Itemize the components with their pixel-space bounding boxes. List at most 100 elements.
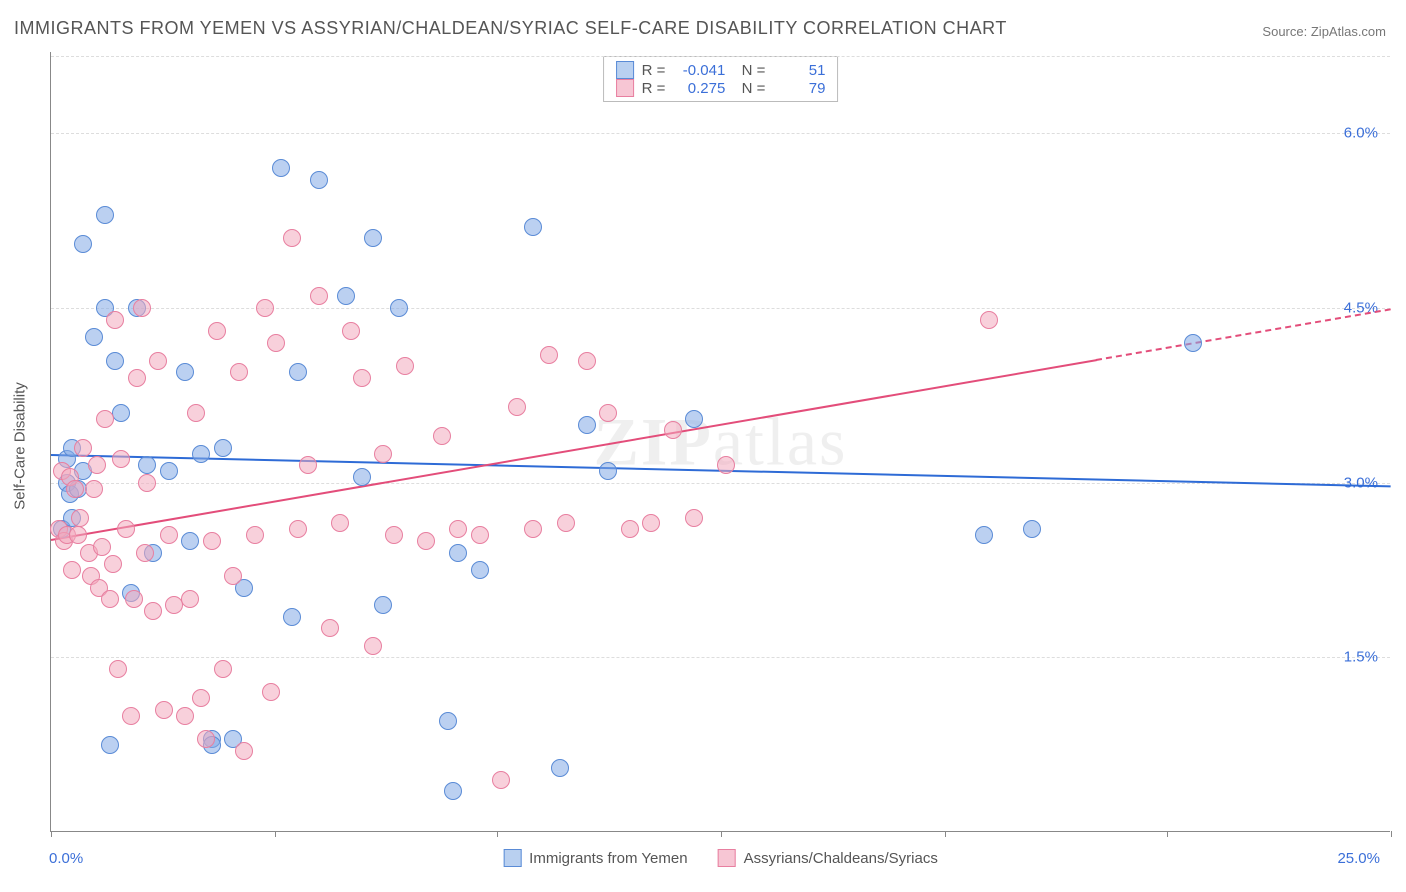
- data-point-series-2: [208, 322, 226, 340]
- stat-r-series-1: -0.041: [673, 62, 725, 79]
- data-point-series-2: [374, 445, 392, 463]
- data-point-series-2: [176, 707, 194, 725]
- data-point-series-1: [1184, 334, 1202, 352]
- data-point-series-2: [88, 456, 106, 474]
- gridline: [51, 308, 1390, 309]
- data-point-series-1: [192, 445, 210, 463]
- gridline: [51, 56, 1390, 57]
- data-point-series-2: [109, 660, 127, 678]
- data-point-series-2: [203, 532, 221, 550]
- stats-row-series-1: R = -0.041 N = 51: [616, 61, 826, 79]
- data-point-series-1: [176, 363, 194, 381]
- stat-label-r: R =: [642, 80, 666, 97]
- data-point-series-1: [390, 299, 408, 317]
- data-point-series-1: [578, 416, 596, 434]
- data-point-series-1: [524, 218, 542, 236]
- data-point-series-2: [396, 357, 414, 375]
- data-point-series-2: [155, 701, 173, 719]
- data-point-series-2: [63, 561, 81, 579]
- data-point-series-1: [444, 782, 462, 800]
- data-point-series-2: [192, 689, 210, 707]
- data-point-series-1: [74, 235, 92, 253]
- data-point-series-2: [342, 322, 360, 340]
- data-point-series-1: [685, 410, 703, 428]
- data-point-series-1: [353, 468, 371, 486]
- data-point-series-2: [664, 421, 682, 439]
- data-point-series-2: [106, 311, 124, 329]
- data-point-series-2: [256, 299, 274, 317]
- chart-container: IMMIGRANTS FROM YEMEN VS ASSYRIAN/CHALDE…: [0, 0, 1406, 892]
- data-point-series-1: [138, 456, 156, 474]
- plot-area: ZIPatlas R = -0.041 N = 51 R = 0.275 N =…: [50, 52, 1390, 832]
- data-point-series-2: [599, 404, 617, 422]
- source-label: Source:: [1262, 24, 1307, 39]
- data-point-series-2: [71, 509, 89, 527]
- data-point-series-2: [353, 369, 371, 387]
- data-point-series-2: [980, 311, 998, 329]
- stat-n-series-1: 51: [773, 62, 825, 79]
- data-point-series-2: [508, 398, 526, 416]
- data-point-series-2: [433, 427, 451, 445]
- stat-label-n: N =: [733, 62, 765, 79]
- data-point-series-2: [364, 637, 382, 655]
- data-point-series-2: [66, 480, 84, 498]
- data-point-series-2: [136, 544, 154, 562]
- data-point-series-1: [975, 526, 993, 544]
- data-point-series-2: [125, 590, 143, 608]
- x-tick: [1167, 831, 1168, 837]
- legend-label-series-2: Assyrians/Chaldeans/Syriacs: [744, 850, 938, 867]
- data-point-series-2: [289, 520, 307, 538]
- data-point-series-2: [524, 520, 542, 538]
- data-point-series-2: [104, 555, 122, 573]
- data-point-series-2: [321, 619, 339, 637]
- data-point-series-2: [149, 352, 167, 370]
- data-point-series-2: [133, 299, 151, 317]
- x-tick: [275, 831, 276, 837]
- data-point-series-2: [197, 730, 215, 748]
- data-point-series-2: [246, 526, 264, 544]
- legend-swatch-series-1: [503, 849, 521, 867]
- data-point-series-2: [138, 474, 156, 492]
- data-point-series-1: [272, 159, 290, 177]
- swatch-series-1: [616, 61, 634, 79]
- data-point-series-2: [299, 456, 317, 474]
- data-point-series-2: [621, 520, 639, 538]
- gridline: [51, 483, 1390, 484]
- stat-label-n: N =: [733, 80, 765, 97]
- swatch-series-2: [616, 79, 634, 97]
- data-point-series-2: [262, 683, 280, 701]
- data-point-series-2: [214, 660, 232, 678]
- data-point-series-2: [224, 567, 242, 585]
- data-point-series-1: [449, 544, 467, 562]
- y-tick-label: 3.0%: [1344, 474, 1378, 491]
- legend-swatch-series-2: [718, 849, 736, 867]
- data-point-series-1: [96, 206, 114, 224]
- legend-label-series-1: Immigrants from Yemen: [529, 850, 687, 867]
- stats-box: R = -0.041 N = 51 R = 0.275 N = 79: [603, 56, 839, 102]
- x-tick: [497, 831, 498, 837]
- data-point-series-2: [540, 346, 558, 364]
- data-point-series-2: [101, 590, 119, 608]
- data-point-series-2: [144, 602, 162, 620]
- stat-label-r: R =: [642, 62, 666, 79]
- data-point-series-2: [128, 369, 146, 387]
- legend: Immigrants from Yemen Assyrians/Chaldean…: [503, 849, 938, 867]
- data-point-series-1: [364, 229, 382, 247]
- x-tick: [721, 831, 722, 837]
- data-point-series-2: [449, 520, 467, 538]
- data-point-series-1: [160, 462, 178, 480]
- data-point-series-2: [471, 526, 489, 544]
- data-point-series-2: [96, 410, 114, 428]
- data-point-series-2: [69, 526, 87, 544]
- data-point-series-1: [106, 352, 124, 370]
- x-tick: [51, 831, 52, 837]
- data-point-series-1: [283, 608, 301, 626]
- data-point-series-2: [331, 514, 349, 532]
- data-point-series-2: [117, 520, 135, 538]
- data-point-series-2: [557, 514, 575, 532]
- source-attribution: Source: ZipAtlas.com: [1262, 24, 1386, 39]
- stats-row-series-2: R = 0.275 N = 79: [616, 79, 826, 97]
- x-range-min: 0.0%: [49, 850, 83, 867]
- data-point-series-2: [310, 287, 328, 305]
- gridline: [51, 657, 1390, 658]
